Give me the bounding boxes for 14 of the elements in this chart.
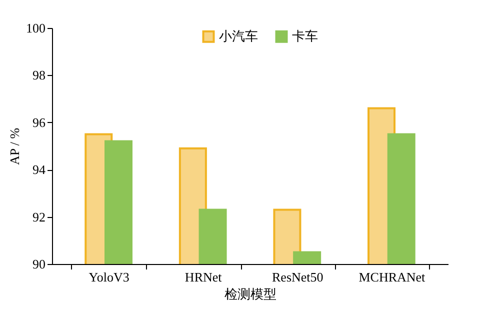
y-tick-label: 98 xyxy=(32,68,46,83)
legend-label: 卡车 xyxy=(292,28,318,44)
y-tick-label: 92 xyxy=(32,209,46,224)
y-tick-label: 90 xyxy=(32,256,46,272)
y-tick-label: 96 xyxy=(32,114,46,130)
y-axis-title: AP / % xyxy=(7,128,22,166)
x-tick-label: HRNet xyxy=(184,270,222,284)
legend-label: 小汽车 xyxy=(219,28,258,44)
y-tick-label: 100 xyxy=(26,20,46,36)
y-tick-label: 94 xyxy=(32,162,46,178)
x-axis-title: 检测模型 xyxy=(224,286,276,302)
x-tick-label: YoloV3 xyxy=(88,270,130,284)
x-tick-label: MCHRANet xyxy=(358,270,426,284)
x-tick-label: ResNet50 xyxy=(272,270,324,284)
